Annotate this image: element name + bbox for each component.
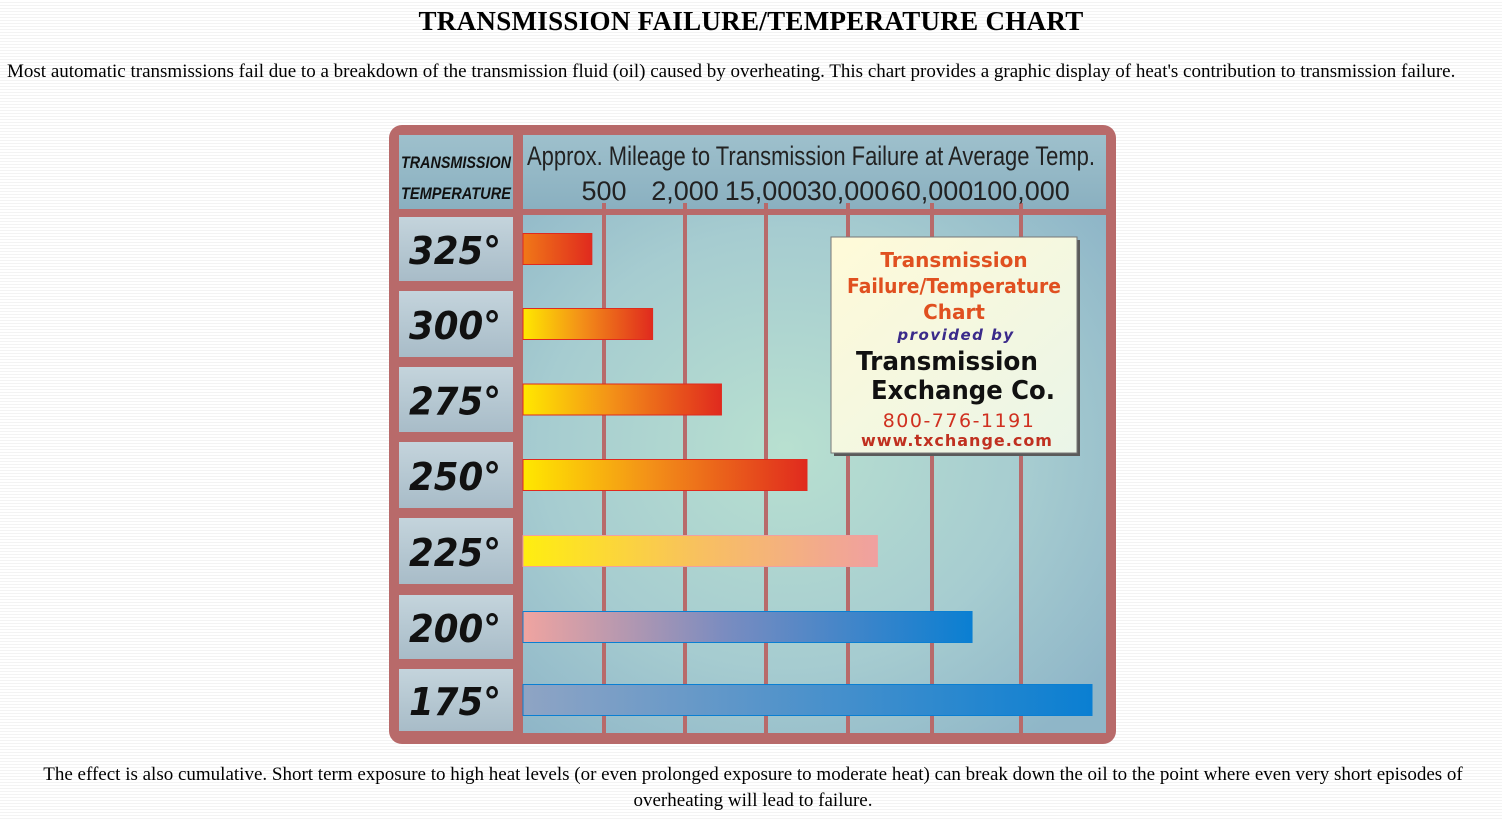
bar-2	[522, 383, 722, 416]
closing-paragraph: The effect is also cumulative. Short ter…	[43, 764, 1463, 811]
temperature-cell	[399, 669, 513, 731]
temperature-label: 200°	[409, 607, 501, 651]
header-divider-h	[399, 209, 1106, 215]
temperature-cell	[399, 217, 513, 281]
bars	[522, 233, 1093, 716]
chart-frame: 325° 300° 275° 250° 225° 200° 175° TRANSMISSIO…	[389, 125, 1116, 744]
chart-title: Approx. Mileage to Transmission Failure …	[527, 141, 1095, 171]
y-axis-title-line1: TRANSMISSION	[401, 153, 512, 172]
x-tick-label: 500	[581, 176, 626, 206]
x-tick-label: 100,000	[972, 176, 1070, 206]
x-tick-label: 2,000	[651, 176, 719, 206]
sponsor-box-bg	[830, 236, 1078, 454]
temperature-label: 275°	[409, 380, 501, 424]
sponsor-url: www.txchange.com	[861, 431, 1053, 450]
temperature-label: 250°	[409, 455, 501, 499]
intro-paragraph: Most automatic transmissions fail due to…	[7, 61, 1456, 82]
temperature-cell	[399, 595, 513, 659]
temperature-cell	[399, 291, 513, 357]
sponsor-company-line1: Transmission	[856, 347, 1038, 377]
temperature-label: 225°	[409, 531, 501, 575]
x-tick-label: 15,000	[725, 176, 808, 206]
temperature-label: 175°	[409, 680, 501, 724]
bar-4	[522, 535, 878, 567]
bar-6	[522, 684, 1093, 716]
sponsor-line1: Transmission	[880, 248, 1027, 272]
y-axis-title-line2: TEMPERATURE	[401, 184, 512, 203]
grid-line	[1019, 203, 1023, 733]
sponsor-line4: provided by	[896, 326, 1014, 344]
sponsor-line3: Chart	[923, 300, 985, 324]
bar-5	[522, 611, 973, 643]
temperature-label: 325°	[409, 229, 501, 273]
sponsor-phone: 800-776-1191	[883, 410, 1036, 432]
bar-1	[522, 308, 654, 340]
x-tick-label: 30,000	[807, 176, 890, 206]
failure-temperature-chart: 325° 300° 275° 250° 225° 200° 175° TRANSMISSIO…	[399, 135, 1106, 733]
x-tick-label: 60,000	[891, 176, 974, 206]
temperature-cell	[399, 367, 513, 432]
bar-0	[522, 233, 593, 265]
grid-line	[930, 203, 934, 733]
temperature-cell	[399, 442, 513, 508]
page-title: TRANSMISSION FAILURE/TEMPERATURE CHART	[418, 6, 1084, 36]
temperature-label-column: 325° 300° 275° 250° 225° 200° 175°	[399, 217, 513, 731]
temperature-cell	[399, 518, 513, 584]
sponsor-company-line2: Exchange Co.	[871, 376, 1055, 406]
grid-line	[846, 203, 850, 733]
temperature-label: 300°	[409, 304, 501, 348]
bar-3	[522, 459, 808, 491]
header-divider-v	[513, 135, 523, 733]
sponsor-box: Transmission Failure/Temperature Chart p…	[830, 236, 1080, 456]
sponsor-line2: Failure/Temperature	[847, 274, 1061, 298]
